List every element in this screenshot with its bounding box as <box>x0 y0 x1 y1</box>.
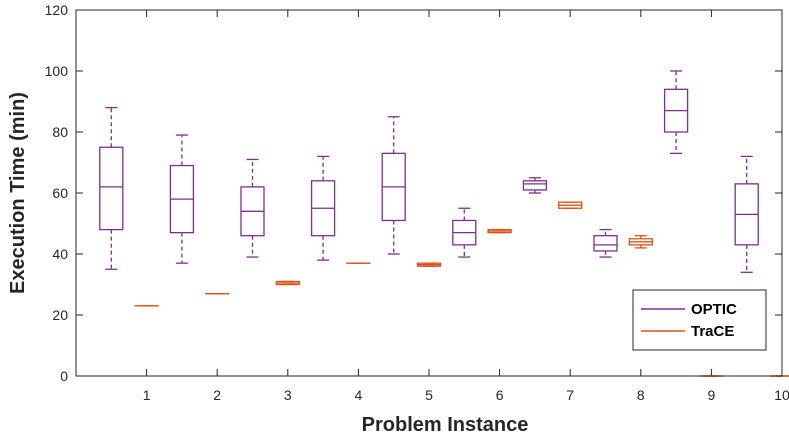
legend: OPTIC TraCE <box>632 289 767 351</box>
x-tick-label: 10 <box>774 387 789 403</box>
x-tick-label: 7 <box>566 387 574 403</box>
x-tick-label: 5 <box>425 387 433 403</box>
trace-box <box>487 228 512 234</box>
x-tick-label: 6 <box>496 387 504 403</box>
y-tick-label: 100 <box>45 63 69 79</box>
optic-box <box>452 207 477 258</box>
optic-box <box>593 228 618 258</box>
trace-box <box>416 262 442 267</box>
trace-box <box>558 201 583 209</box>
optic-box <box>310 155 336 261</box>
optic-box <box>240 158 265 258</box>
optic-box <box>169 134 195 264</box>
x-axis-ticks: 1 2 3 4 5 6 7 8 9 10 <box>143 10 789 403</box>
optic-box-iqr <box>593 235 618 252</box>
plot-area-frame <box>75 9 783 377</box>
optic-box <box>99 106 124 270</box>
y-axis-ticks: 0 20 40 60 80 100 120 <box>45 2 782 384</box>
y-tick-label: 120 <box>45 2 69 18</box>
optic-box <box>663 70 689 155</box>
y-axis-label: Execution Time (min) <box>7 92 29 294</box>
legend-box <box>632 289 767 351</box>
x-tick-label: 1 <box>143 387 151 403</box>
optic-box-iqr <box>522 180 548 191</box>
optic-box <box>381 116 406 255</box>
x-tick-label: 2 <box>213 387 221 403</box>
x-tick-label: 9 <box>708 387 716 403</box>
optic-box <box>522 177 548 194</box>
x-tick-label: 4 <box>355 387 363 403</box>
legend-label: TraCE <box>691 323 734 340</box>
optic-box <box>734 155 759 273</box>
optic-box-iqr <box>99 146 124 231</box>
legend-label: OPTIC <box>691 301 737 318</box>
x-tick-label: 3 <box>284 387 292 403</box>
y-tick-label: 80 <box>52 124 68 140</box>
y-tick-label: 60 <box>52 185 68 201</box>
trace-box <box>628 235 653 249</box>
y-tick-label: 20 <box>52 307 68 323</box>
y-tick-label: 0 <box>60 368 68 384</box>
x-tick-label: 8 <box>637 387 645 403</box>
y-tick-label: 40 <box>52 246 68 262</box>
trace-box <box>275 280 300 286</box>
x-axis-label: Problem Instance <box>362 414 529 436</box>
